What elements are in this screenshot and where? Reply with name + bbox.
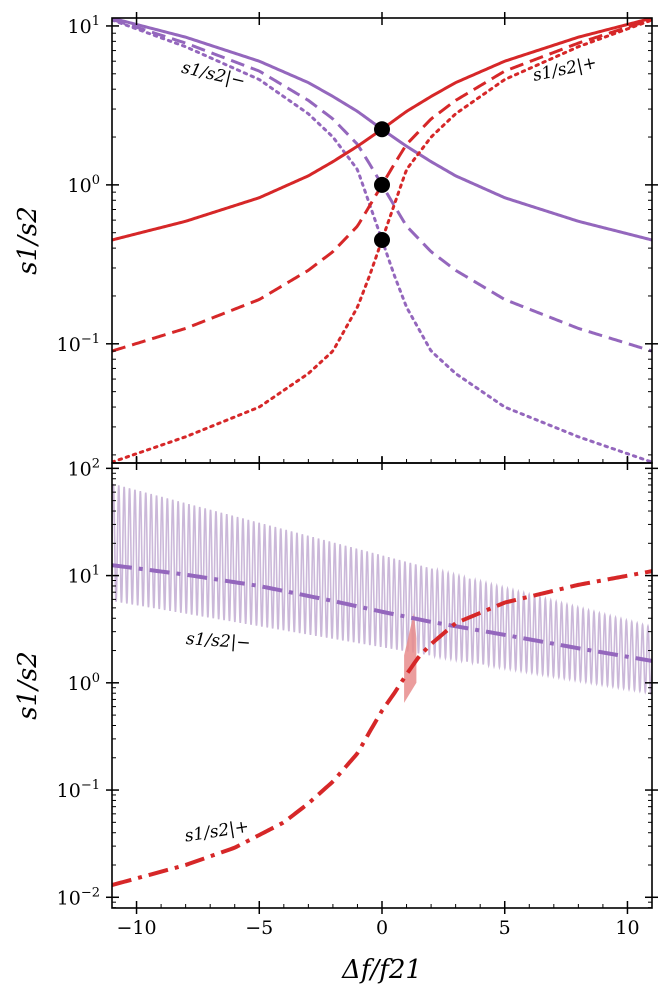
y-tick-label: 100 [68, 671, 100, 695]
y-axis-label: s1/s2 [13, 651, 43, 720]
y-tick-label: 102 [68, 456, 100, 480]
data-point-0 [374, 121, 390, 138]
y-tick-label: 10−2 [57, 885, 100, 909]
annotation-label: s1/s2|+ [183, 817, 250, 847]
plus-band-wedge [404, 612, 417, 703]
x-tick-label: 10 [615, 917, 639, 939]
x-tick-label: −5 [245, 917, 273, 939]
y-axis-label: s1/s2 [13, 206, 43, 275]
data-point-1 [374, 176, 390, 193]
bottom-panel: s1/s2|− s1/s2|+ −10 −5 0 5 10 10−2 10−1 100 101 102… [13, 456, 658, 985]
plot-area [112, 483, 652, 887]
y-tick-label: 10−1 [57, 332, 100, 356]
x-tick-label: 5 [499, 917, 511, 939]
y-tick-label: 100 [68, 173, 100, 197]
y-tick-label: 101 [68, 564, 100, 588]
y-tick-label: 10−1 [57, 778, 100, 802]
annotation-label: s1/s2|− [185, 629, 251, 653]
x-axis-label: Δf/f21 [341, 955, 422, 985]
x-tick-label: −10 [116, 917, 156, 939]
oscillation-band [112, 483, 652, 696]
y-tick-label: 101 [68, 14, 100, 38]
series-line-plus-dashdot [112, 569, 652, 887]
x-tick-label: 0 [376, 917, 388, 939]
series-line-minus-dashdot [112, 563, 652, 663]
plot-area [112, 18, 652, 463]
data-point-2 [374, 231, 390, 248]
